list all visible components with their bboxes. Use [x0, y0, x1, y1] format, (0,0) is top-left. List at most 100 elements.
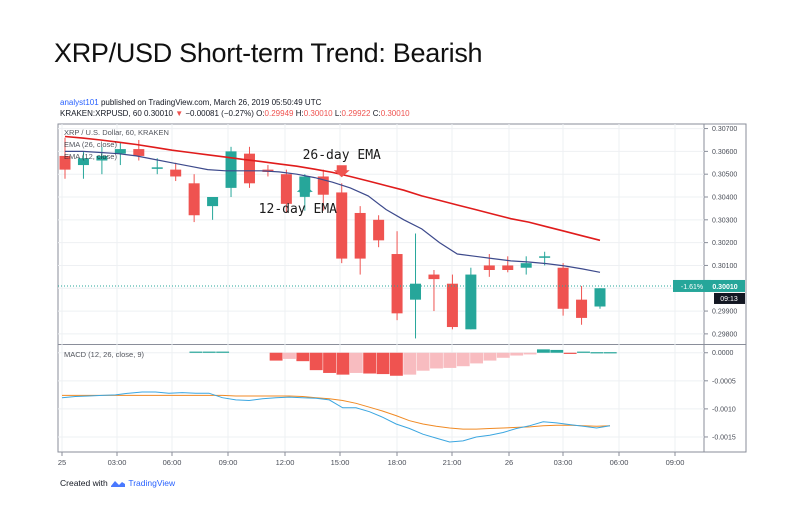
down-arrow-icon: ▼ — [175, 109, 184, 118]
candle-body — [465, 274, 477, 330]
macd-hist-bar — [590, 352, 604, 354]
close-label: C: — [372, 109, 381, 118]
ema26-line — [64, 135, 601, 242]
tradingview-logo-icon — [111, 481, 126, 488]
macd-y-tick-label: -0.0005 — [712, 378, 736, 385]
macd-hist-bar — [550, 349, 564, 353]
x-tick-label: 03:00 — [554, 458, 573, 467]
candle — [391, 231, 403, 321]
candle — [336, 183, 348, 264]
macd-hist-bar — [389, 352, 403, 376]
ema12-annotation: 12-day EMA — [259, 202, 337, 217]
x-tick-label: 15:00 — [331, 458, 350, 467]
y-tick-label: 0.30200 — [712, 240, 737, 247]
published-text: published on TradingView.com, March 26, … — [100, 98, 322, 107]
candle-body — [410, 283, 422, 300]
candle-body — [96, 155, 108, 161]
macd-histogram — [189, 349, 617, 376]
candle — [188, 174, 200, 223]
last-price-value: 0.30010 — [712, 284, 737, 291]
macd-hist-bar — [603, 352, 617, 354]
author-link[interactable]: analyst101 — [60, 98, 99, 107]
candle-body — [188, 183, 200, 216]
macd-hist-bar — [483, 352, 497, 361]
macd-hist-bar — [443, 352, 457, 368]
candle — [207, 197, 219, 220]
ohlc-info: KRAKEN:XRPUSD, 60 0.30010 ▼ −0.00081 (−0… — [60, 108, 410, 119]
y-tick-label: 0.30500 — [712, 172, 737, 179]
candle — [280, 169, 292, 213]
macd-hist-bar — [523, 352, 537, 355]
candle-body — [483, 265, 495, 270]
low-value: 0.29922 — [341, 109, 371, 118]
macd-y-tick-label: -0.0010 — [712, 406, 736, 413]
countdown-label: 09:13 — [720, 296, 738, 303]
ema12-line — [65, 150, 601, 273]
x-tick-label: 21:00 — [443, 458, 462, 467]
macd-hist-bar — [323, 352, 336, 373]
x-tick-label: 03:00 — [108, 458, 127, 467]
x-tick-label: 25 — [58, 458, 66, 467]
close-value: 0.30010 — [380, 109, 410, 118]
macd-signal-line — [62, 394, 611, 430]
macd-hist-bar — [349, 352, 363, 373]
publish-info: analyst101 published on TradingView.com,… — [60, 97, 321, 108]
macd-hist-bar — [510, 352, 524, 356]
candle-body — [207, 197, 219, 207]
candle — [77, 151, 89, 179]
x-tick-label: 18:00 — [388, 458, 407, 467]
candle-body — [539, 256, 551, 258]
candle — [243, 146, 255, 188]
footer-brand-link[interactable]: TradingView — [128, 478, 176, 488]
candle — [502, 256, 514, 273]
candle-body — [170, 169, 182, 177]
down-arrow-icon — [333, 165, 350, 178]
y-tick-label: 0.29800 — [712, 331, 737, 338]
page-title: XRP/USD Short-term Trend: Bearish — [54, 38, 483, 68]
legend-item: XRP / U.S. Dollar, 60, KRAKEN — [64, 128, 169, 137]
macd-hist-bar — [456, 352, 470, 367]
candle-body — [336, 192, 348, 259]
legend-item: EMA (26, close) — [64, 140, 117, 149]
x-tick-label: 06:00 — [163, 458, 182, 467]
macd-hist-bar — [269, 352, 283, 361]
macd-hist-bar — [283, 352, 296, 359]
x-tick-label: 09:00 — [219, 458, 238, 467]
macd-hist-bar — [536, 349, 550, 353]
candle — [594, 288, 606, 309]
last-price-pct: -1.61% — [681, 284, 703, 291]
macd-hist-bar — [496, 352, 510, 358]
macd-y-tick-label: 0.0000 — [712, 350, 734, 357]
candle-body — [520, 263, 532, 268]
x-tick-label: 09:00 — [666, 458, 685, 467]
candle — [170, 162, 182, 182]
x-tick-label: 06:00 — [610, 458, 629, 467]
candle — [354, 206, 366, 275]
y-tick-label: 0.30100 — [712, 263, 737, 270]
candles — [59, 137, 606, 339]
up-arrow-icon — [296, 184, 313, 197]
y-tick-label: 0.30300 — [712, 217, 737, 224]
candle — [520, 256, 532, 275]
candle-body — [576, 299, 588, 318]
candle — [59, 137, 71, 179]
y-tick-label: 0.30600 — [712, 149, 737, 156]
candle — [151, 158, 163, 175]
footer-prefix: Created with — [60, 478, 108, 488]
candle-body — [59, 155, 71, 170]
macd-hist-bar — [577, 351, 590, 353]
low-label: L: — [334, 109, 342, 118]
macd-hist-bar — [563, 352, 577, 354]
candle-body — [243, 153, 255, 184]
y-tick-label: 0.30700 — [712, 126, 737, 133]
candle-body — [557, 267, 569, 309]
macd-hist-bar — [403, 352, 417, 375]
candle-body — [133, 149, 145, 156]
candle-body — [77, 158, 89, 166]
macd-hist-bar — [202, 351, 216, 353]
ema26-annotation: 26-day EMA — [303, 148, 381, 163]
candle-body — [428, 274, 440, 280]
x-tick-label: 26 — [505, 458, 513, 467]
y-tick-label: 0.29900 — [712, 309, 737, 316]
